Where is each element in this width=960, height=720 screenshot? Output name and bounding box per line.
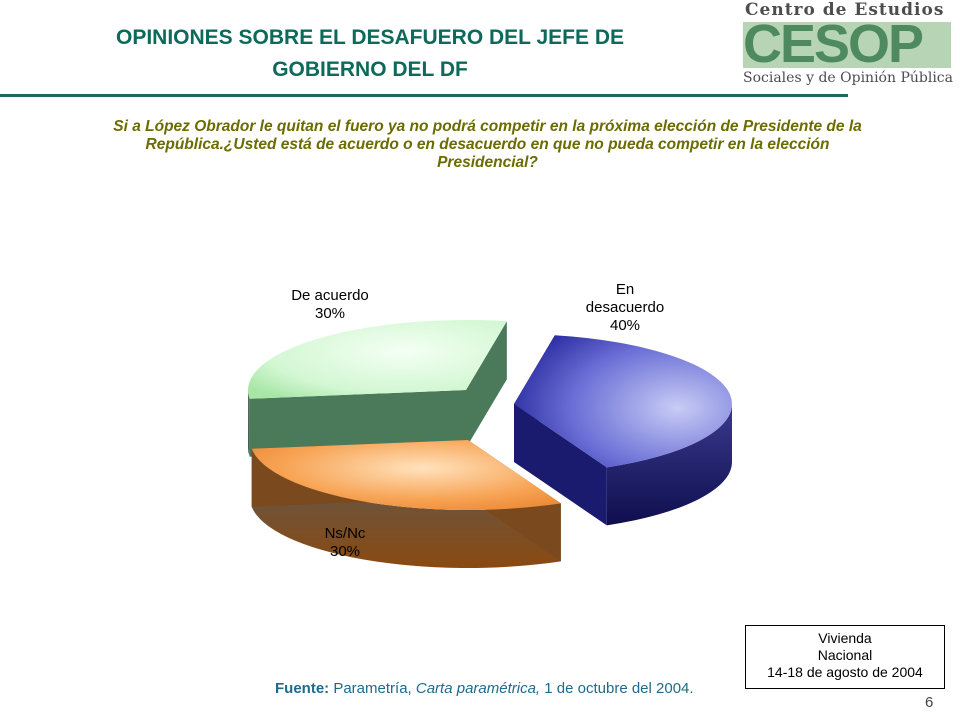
page-number: 6	[925, 694, 934, 711]
source-text-1: Parametría,	[329, 680, 416, 697]
pie-slice-top-2	[248, 319, 507, 399]
pie-label-1-1: 30%	[330, 543, 360, 560]
pie-label-1-0: Ns/Nc	[325, 525, 366, 542]
pie-slice-top-0	[514, 335, 732, 468]
logo-bottom-text: Sociales y de Opinión Pública	[743, 70, 953, 86]
pie-label-2-0: De acuerdo	[291, 287, 369, 304]
source-italic: Carta paramétrica,	[415, 680, 541, 697]
pie-slice-face-0-1	[514, 404, 607, 526]
logo-band	[743, 22, 951, 68]
pie-label-0-1: desacuerdo	[586, 299, 664, 316]
source-label: Fuente:	[275, 680, 330, 697]
pie-slice-2	[248, 319, 507, 457]
source-text-2: 1 de octubre del 2004.	[540, 680, 694, 697]
box-line-1: Vivienda	[818, 630, 872, 646]
pie-slice-side-0	[606, 404, 732, 526]
cesop-logo: Centro de Estudios CESOP Sociales y de O…	[735, 0, 960, 96]
logo-top-text: Centro de Estudios	[745, 0, 945, 20]
pie-slice-side-1	[251, 448, 561, 569]
header-rule	[0, 94, 848, 97]
source-note: Fuente: Parametría, Carta paramétrica, 1…	[275, 680, 694, 697]
title-line-2: GOBIERNO DEL DF	[272, 58, 468, 81]
slide-title: OPINIONES SOBRE EL DESAFUERO DEL JEFE DE…	[60, 22, 680, 86]
logo-word: CESOP	[743, 14, 924, 74]
pie-slice-side-2	[248, 390, 250, 457]
question-line-2: República.¿Usted está de acuerdo o en de…	[145, 136, 830, 153]
pie-label-0-2: 40%	[610, 317, 640, 334]
pie-slice-top-1	[251, 440, 561, 511]
pie-slice-face-2-1	[466, 321, 507, 448]
pie-slice-1	[251, 440, 561, 569]
pie-label-0-0: En	[616, 281, 634, 298]
question-line-3: Presidencial?	[437, 154, 538, 171]
survey-question: Si a López Obrador le quitan el fuero ya…	[30, 118, 945, 172]
pie-slice-0	[514, 335, 732, 526]
title-line-1: OPINIONES SOBRE EL DESAFUERO DEL JEFE DE	[116, 26, 624, 49]
pie-slice-face-2-0	[249, 390, 466, 457]
box-line-2: Nacional	[817, 647, 873, 663]
question-line-1: Si a López Obrador le quitan el fuero ya…	[113, 118, 862, 135]
sample-info-box: Vivienda Nacional 14-18 de agosto de 200…	[745, 625, 945, 689]
box-line-3: 14-18 de agosto de 2004	[767, 664, 923, 680]
pie-label-2-1: 30%	[315, 305, 345, 322]
